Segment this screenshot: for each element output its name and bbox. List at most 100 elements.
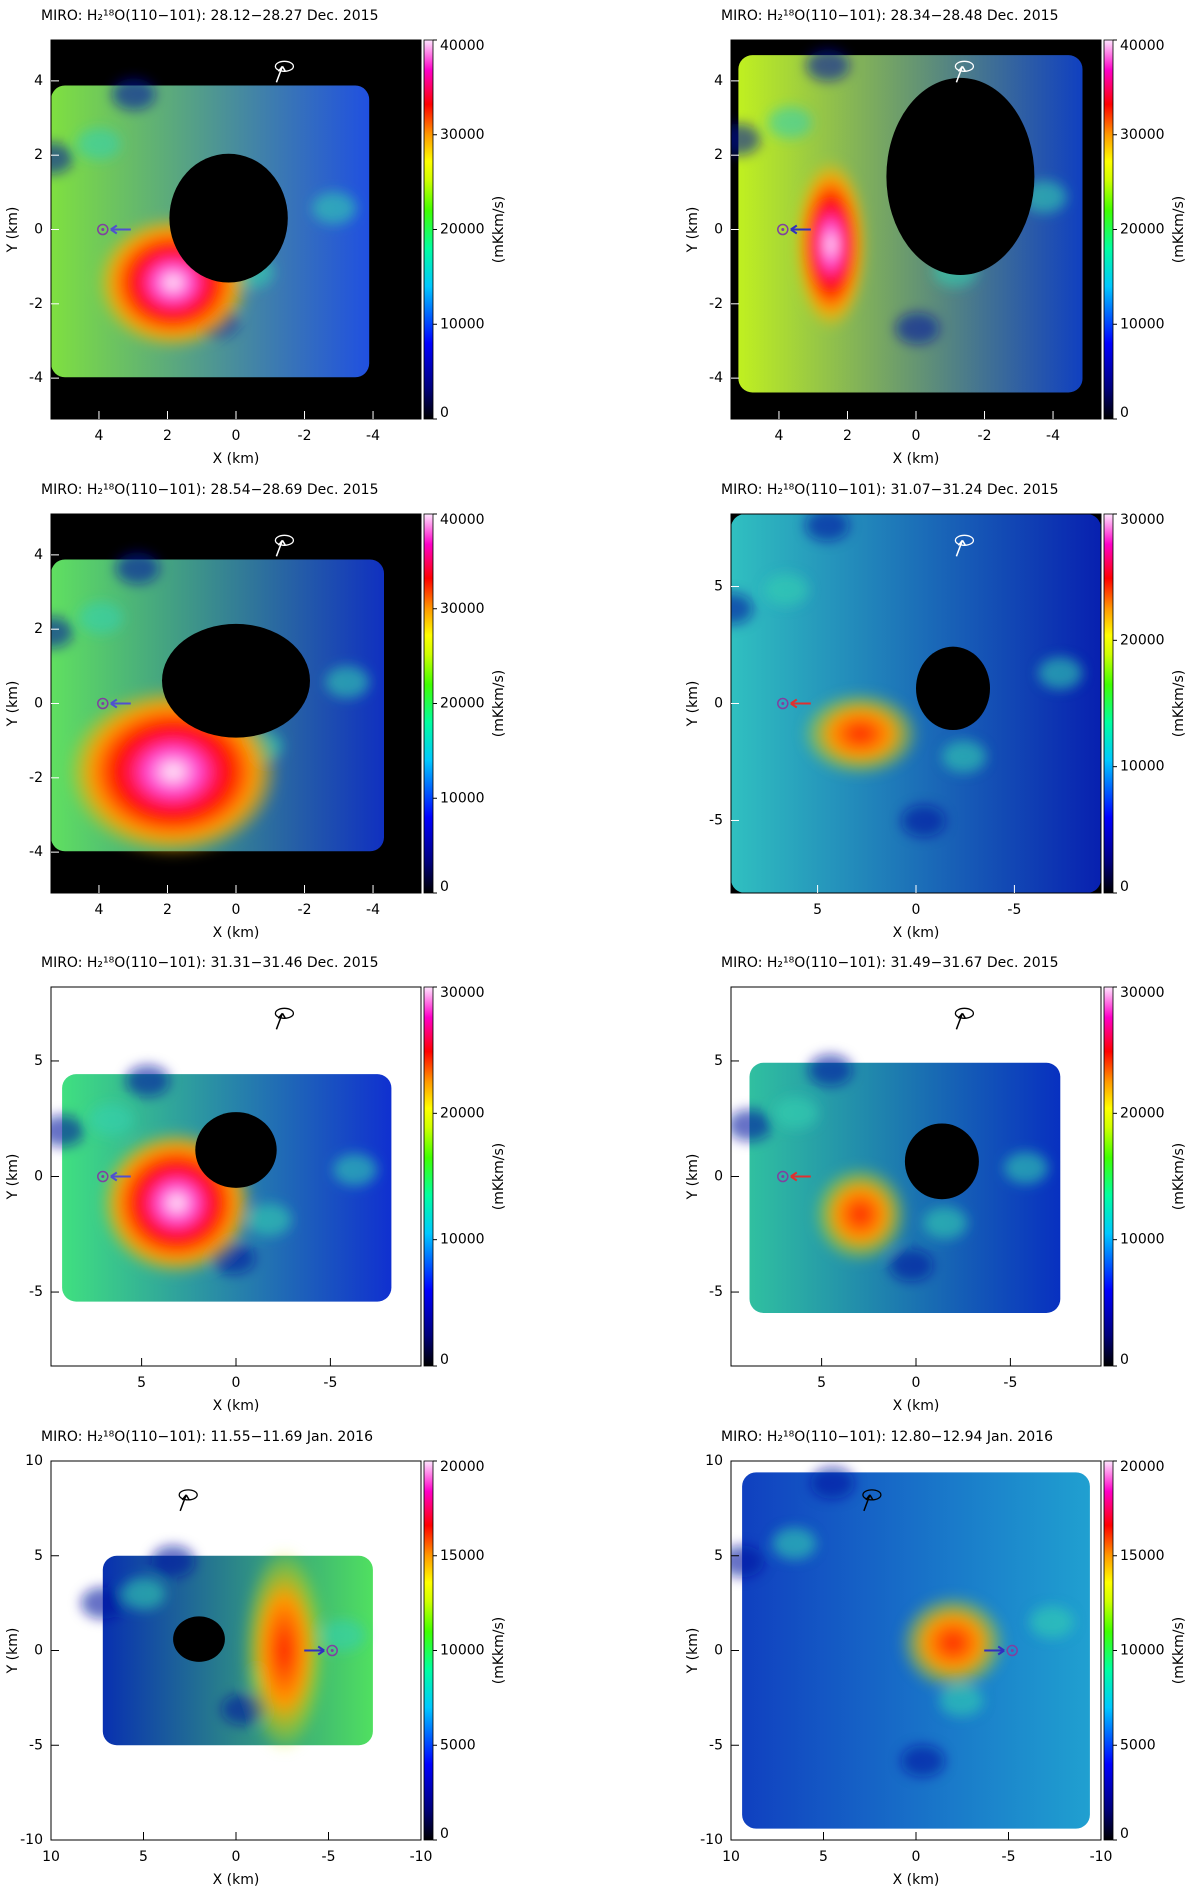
x-tick-label: -10 — [1090, 1849, 1113, 1865]
y-tick-label: 2 — [34, 621, 43, 637]
panel: MIRO: H₂¹⁸O(110−101): 31.07−31.24 Dec. 2… — [685, 482, 1187, 941]
y-tick-label: -4 — [29, 370, 43, 386]
panel-title: MIRO: H₂¹⁸O(110−101): 28.34−28.48 Dec. 2… — [721, 8, 1058, 24]
x-tick-label: -5 — [1007, 902, 1021, 918]
x-axis-label: X (km) — [893, 451, 940, 467]
x-tick-label: 2 — [843, 428, 852, 444]
colorbar — [423, 986, 434, 1367]
x-axis-label: X (km) — [213, 925, 260, 941]
x-tick-label: 0 — [232, 1375, 241, 1391]
rotation-symbol — [274, 1007, 295, 1019]
y-axis-label: Y (km) — [685, 681, 701, 728]
sun-symbol — [326, 1644, 338, 1657]
x-tick-label: -4 — [1046, 428, 1060, 444]
x-tick-label: -10 — [410, 1849, 433, 1865]
sun-dot — [101, 702, 105, 705]
map-image — [51, 514, 421, 893]
y-tick-label: -5 — [709, 812, 723, 828]
x-tick-label: 4 — [95, 428, 104, 444]
y-tick-label: -5 — [29, 1737, 43, 1753]
map-blob — [731, 1545, 765, 1578]
rotation-arrow — [863, 1494, 874, 1512]
sun-dot — [330, 1649, 334, 1652]
sun-arrowhead — [110, 1171, 118, 1182]
panel-title: MIRO: H₂¹⁸O(110−101): 31.31−31.46 Dec. 2… — [41, 955, 378, 971]
map-blob — [325, 666, 370, 699]
panel: MIRO: H₂¹⁸O(110−101): 11.55−11.69 Jan. 2… — [5, 1429, 507, 1888]
rotation-arrow — [275, 1012, 287, 1030]
map-blob — [805, 49, 850, 82]
x-tick-label: 5 — [817, 1375, 826, 1391]
map-blob — [764, 573, 809, 606]
panel-title: MIRO: H₂¹⁸O(110−101): 11.55−11.69 Jan. 2… — [41, 1429, 373, 1445]
map-blob — [772, 1527, 817, 1560]
map-blobs — [731, 514, 1083, 837]
x-tick-label: 0 — [232, 428, 241, 444]
map-blob — [321, 1619, 366, 1652]
sun-dot — [781, 702, 785, 705]
y-tick-label: 0 — [714, 1169, 723, 1185]
colorbar-tick-label: 5000 — [1120, 1737, 1156, 1753]
map-region — [731, 514, 1101, 893]
map-blob — [80, 1587, 125, 1620]
x-tick-label: 5 — [819, 1849, 828, 1865]
colorbar-label: (mKkm/s) — [491, 1143, 507, 1211]
panel: MIRO: H₂¹⁸O(110−101): 28.34−28.48 Dec. 2… — [685, 8, 1187, 467]
sun-symbol — [777, 223, 789, 236]
y-tick-label: 0 — [34, 1169, 43, 1185]
x-tick-label: -5 — [1003, 1375, 1017, 1391]
hot-spot — [795, 159, 867, 330]
panel-title: MIRO: H₂¹⁸O(110−101): 28.54−28.69 Dec. 2… — [41, 482, 378, 498]
colorbar — [423, 513, 434, 894]
colorbar-tick-label: 40000 — [440, 38, 485, 54]
panel: MIRO: H₂¹⁸O(110−101): 31.31−31.46 Dec. 2… — [5, 955, 507, 1414]
colorbar-tick-label: 10000 — [1120, 1232, 1165, 1248]
map-blob — [942, 740, 987, 773]
nucleus-shadow — [169, 153, 288, 283]
x-axis-label: X (km) — [213, 1398, 260, 1414]
map-blob — [76, 127, 121, 160]
map-blobs — [731, 1467, 1074, 1777]
y-axis-label: Y (km) — [685, 1154, 701, 1201]
sun-symbol — [777, 1170, 789, 1183]
panel-title: MIRO: H₂¹⁸O(110−101): 31.49−31.67 Dec. 2… — [721, 955, 1058, 971]
sun-symbol — [777, 697, 789, 710]
x-axis-label: X (km) — [893, 925, 940, 941]
rotation-symbol — [178, 1489, 198, 1501]
map-blob — [805, 514, 850, 542]
y-tick-label: -10 — [700, 1832, 723, 1848]
colorbar-tick-label: 0 — [440, 405, 449, 421]
x-axis-label: X (km) — [893, 1872, 940, 1888]
colorbar-tick-label: 10000 — [440, 1643, 485, 1659]
map-image — [731, 1461, 1101, 1840]
map-blob — [731, 1109, 772, 1142]
colorbar-tick-label: 20000 — [1120, 1459, 1165, 1475]
x-tick-label: -4 — [366, 428, 380, 444]
y-tick-label: 0 — [34, 1643, 43, 1659]
x-tick-label: -4 — [366, 902, 380, 918]
sun-dot — [781, 1175, 785, 1178]
nucleus-shadow — [162, 623, 310, 738]
x-tick-label: -5 — [322, 1849, 336, 1865]
colorbar-label: (mKkm/s) — [1171, 1143, 1187, 1211]
hot-spot — [801, 691, 920, 777]
y-tick-label: 0 — [34, 696, 43, 712]
colorbar-tick-label: 30000 — [1120, 985, 1165, 1001]
map-blob — [731, 592, 753, 625]
sun-dot — [1010, 1649, 1014, 1652]
sun-arrowhead — [110, 698, 118, 709]
colorbar-tick-label: 10000 — [1120, 316, 1165, 332]
sun-symbol — [1006, 1644, 1018, 1657]
y-axis-label: Y (km) — [685, 1628, 701, 1675]
y-tick-label: -2 — [29, 296, 43, 312]
colorbar-tick-label: 0 — [1120, 1352, 1129, 1368]
x-tick-label: 10 — [42, 1849, 60, 1865]
colorbar-tick-label: 0 — [1120, 879, 1129, 895]
map-blob — [889, 1249, 934, 1282]
colorbar-tick-label: 15000 — [1120, 1548, 1165, 1564]
x-tick-label: 5 — [137, 1375, 146, 1391]
map-blob — [333, 1153, 378, 1186]
colorbar-tick-label: 20000 — [440, 696, 485, 712]
nucleus-shadow — [916, 646, 990, 731]
y-tick-label: 5 — [714, 1548, 723, 1564]
